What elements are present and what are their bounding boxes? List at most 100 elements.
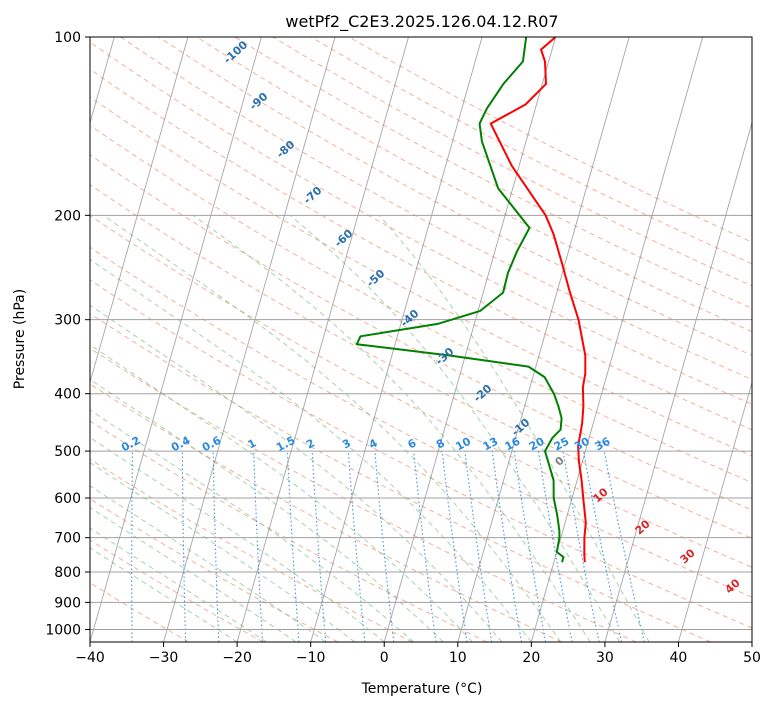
adiabat-label: -50 [364,267,388,290]
dry-adiabat-line [90,68,752,431]
x-axis-label: Temperature (°C) [361,681,483,697]
adiabat-label: -30 [433,345,457,368]
dry-adiabat-line [90,214,752,568]
x-tick-label: 30 [596,650,614,666]
mixing-ratio-label: 16 [503,435,523,454]
y-axis-label: Pressure (hPa) [12,289,28,389]
y-tick-label: 900 [54,595,81,611]
dry-adiabat-line [90,154,752,511]
isotherm-line [530,37,704,642]
mixing-ratio-line [374,451,395,642]
dry-adiabat-line [90,498,339,642]
adiabat-label: -90 [247,90,271,113]
dry-adiabat-line [90,347,637,642]
mixing-ratio-label: 8 [434,436,447,451]
x-tick-label: 40 [670,650,688,666]
isobar-gridlines [90,36,752,630]
dry-adiabat-line [90,312,712,642]
x-axis: −40 −30 −20 −10 0 10 20 30 40 50 [75,642,761,666]
dry-adiabat-line [90,279,752,629]
mixing-ratio-label: 36 [593,435,613,454]
y-tick-label: 200 [54,208,81,224]
y-tick-label: 600 [54,491,81,507]
plot-frame [89,36,753,643]
adiabat-label: -60 [332,227,356,250]
adiabat-label: -10 [509,416,533,439]
dry-adiabat-line [90,184,752,539]
x-tick-label: −20 [222,650,252,666]
mixing-ratio-label: 20 [527,435,547,454]
moist-adiabat-line [90,378,444,642]
x-tick-label: 0 [380,650,389,666]
mixing-ratio-line [603,450,645,642]
adiabat-label: 10 [591,485,611,505]
dry-adiabat-line [90,420,488,642]
mixing-ratio-label: 4 [367,436,380,451]
mixing-ratio-label: 13 [481,435,501,454]
mixing-ratio-label: 10 [453,435,473,454]
x-tick-label: 10 [449,650,467,666]
adiabat-label: -20 [471,382,495,405]
mixing-ratio-line [347,451,366,642]
moist-adiabat-line [90,506,297,642]
mixing-ratio-line [82,451,86,642]
y-tick-label: 500 [54,444,81,460]
y-axis: 100 200 300 400 500 600 700 800 900 1000 [45,30,90,638]
dry-adiabat-line [234,37,752,310]
isotherm-line [236,37,409,642]
profile-series [355,37,587,563]
adiabat-label: -80 [274,138,298,161]
isotherm-line [751,640,752,642]
moist-adiabat-line [90,304,503,642]
y-tick-label: 100 [54,30,81,46]
moist-adiabat-line [378,214,650,642]
mixing-ratio-line [441,451,468,642]
mixing-ratio-label: 25 [552,435,572,454]
dewpoint-profile-line [355,37,565,563]
chart-title: wetPf2_C2E3.2025.126.04.12.R07 [285,12,558,32]
adiabat-label: 0 [552,454,567,469]
moist-adiabat-line [90,344,473,642]
isotherm-line [604,121,752,642]
y-tick-label: 1000 [45,622,81,638]
dry-adiabat-line [90,383,562,642]
y-tick-label: 700 [54,531,81,547]
isotherm-line [163,37,336,642]
moist-adiabat-line [90,485,326,642]
mixing-ratio-label: 1 [246,436,259,451]
isotherm-line [90,37,189,385]
x-tick-label: −40 [75,650,105,666]
x-tick-label: −30 [149,650,179,666]
dry-adiabat-line [90,539,264,642]
mixing-ratio-line [513,451,547,642]
dry-adiabat-line [90,96,752,457]
y-tick-label: 400 [54,387,81,403]
dry-adiabat-line [348,37,752,243]
y-tick-label: 300 [54,313,81,329]
mixing-ratio-line [562,451,600,642]
moist-adiabat-line [90,436,385,642]
x-tick-label: 20 [522,650,540,666]
mixing-ratio-line [311,451,327,642]
mixing-ratio-label: 6 [406,436,419,451]
temperature-profile-line [489,37,587,563]
dry-adiabat-line [272,37,752,287]
isotherm-line [90,37,262,642]
mixing-ratio-line [131,451,134,642]
dry-adiabat-line [90,41,752,405]
mixing-ratio-label: 3 [340,436,353,451]
isotherm-line [457,37,630,642]
dry-adiabat-line [90,124,752,484]
mixing-ratio-line [491,451,523,642]
mixing-ratio-line [253,451,264,642]
dry-adiabat-line [120,37,752,381]
adiabat-label: -70 [301,184,325,207]
x-tick-label: −10 [296,650,326,666]
dry-adiabat-line [90,582,189,642]
dry-adiabat-line [310,37,752,265]
mixing-ratio-label: 2 [304,436,317,451]
isotherm-line [677,380,752,642]
moist-adiabat-line [90,462,356,642]
moist-adiabat-line [90,409,414,642]
